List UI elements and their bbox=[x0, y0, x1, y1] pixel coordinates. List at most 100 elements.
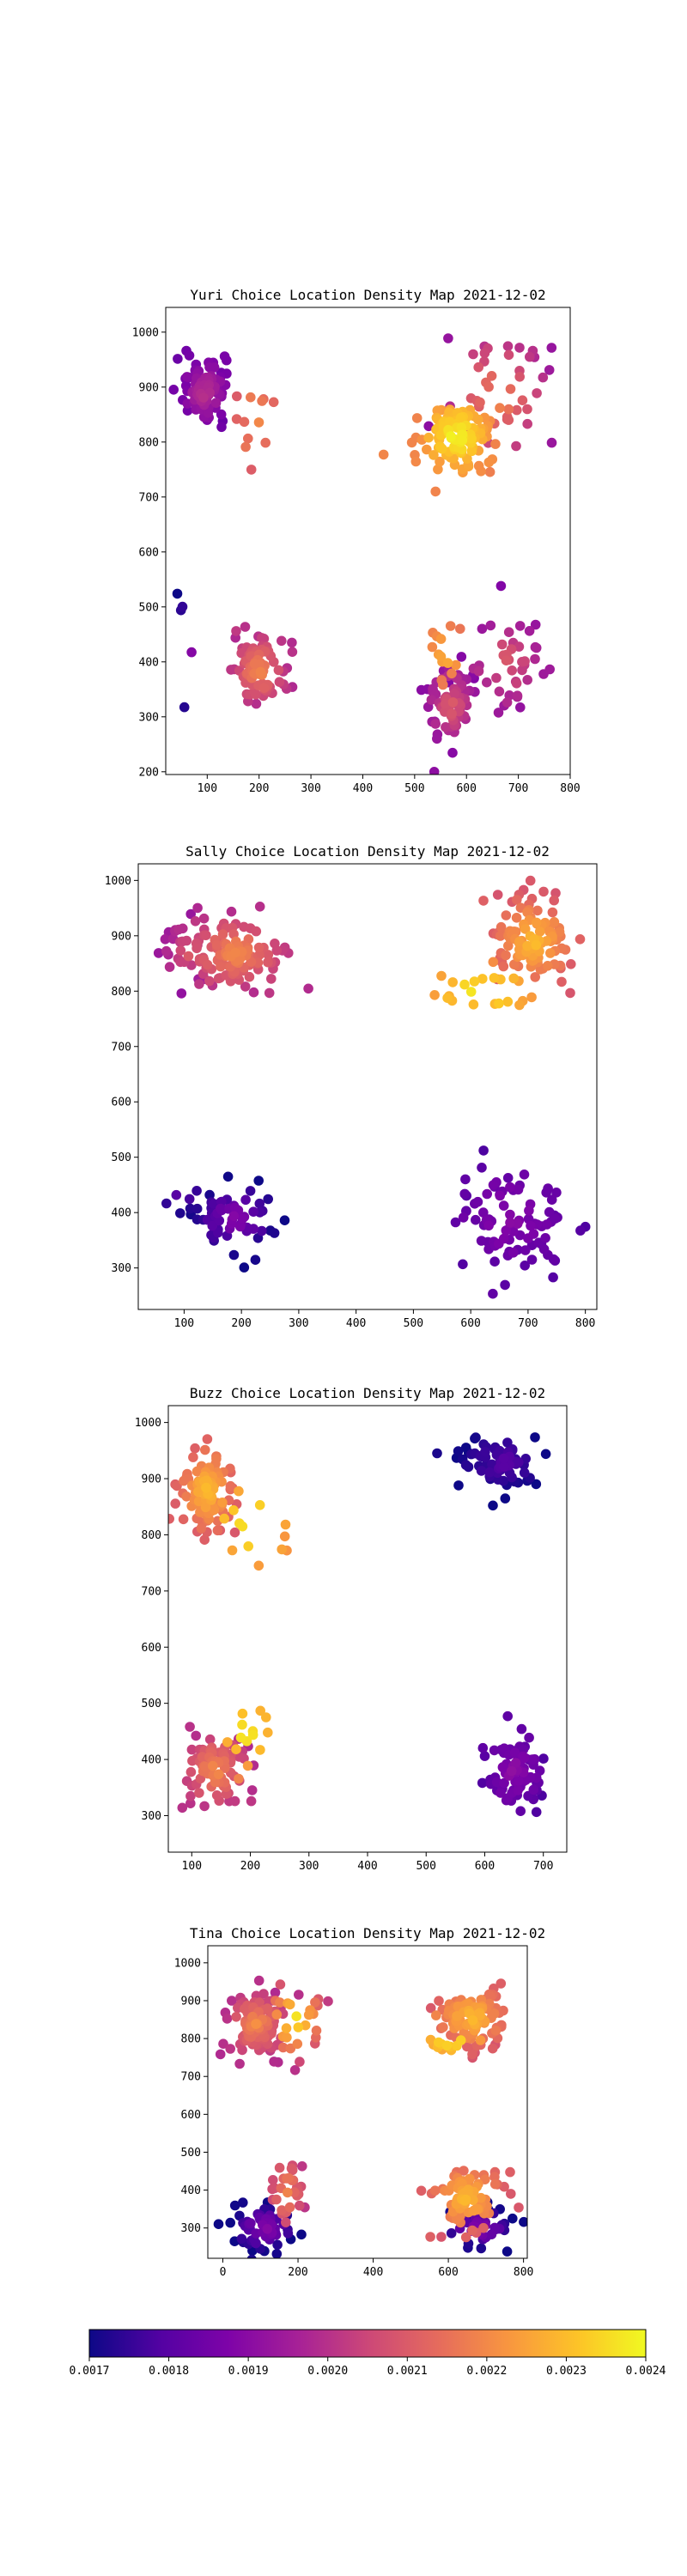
data-point bbox=[213, 1769, 224, 1780]
data-point bbox=[501, 910, 512, 920]
data-point bbox=[548, 1272, 558, 1283]
data-point bbox=[519, 2216, 527, 2227]
data-point bbox=[416, 2185, 427, 2196]
data-point bbox=[289, 2065, 301, 2075]
y-tick-label: 500 bbox=[112, 1151, 131, 1164]
data-point bbox=[213, 2219, 224, 2229]
data-point bbox=[505, 1218, 515, 1228]
data-point bbox=[483, 1220, 494, 1231]
data-point bbox=[538, 372, 549, 383]
x-tick-label: 500 bbox=[404, 782, 424, 795]
data-point bbox=[489, 2008, 500, 2019]
data-point bbox=[246, 2218, 256, 2228]
data-point bbox=[244, 971, 255, 982]
colorbar-tick-label: 0.0020 bbox=[307, 2365, 348, 2378]
data-point bbox=[498, 1200, 509, 1211]
data-point bbox=[447, 708, 457, 719]
data-point bbox=[556, 976, 567, 987]
data-point bbox=[494, 998, 504, 1009]
data-point bbox=[544, 1206, 555, 1218]
data-point bbox=[429, 990, 440, 1000]
data-point bbox=[263, 1194, 274, 1205]
data-point bbox=[476, 2192, 486, 2203]
data-point bbox=[410, 456, 422, 467]
data-point bbox=[234, 1773, 244, 1784]
data-point bbox=[216, 409, 227, 420]
data-point bbox=[186, 1744, 198, 1755]
y-tick-label: 900 bbox=[181, 1995, 201, 2008]
data-point bbox=[190, 916, 201, 927]
data-point bbox=[192, 1203, 203, 1214]
data-point bbox=[245, 1186, 256, 1196]
data-point bbox=[185, 1203, 196, 1214]
colorbar-tick-label: 0.0021 bbox=[387, 2365, 428, 2378]
data-point bbox=[480, 1447, 490, 1457]
data-point bbox=[569, 647, 570, 652]
data-point bbox=[294, 1990, 304, 2000]
x-tick-label: 500 bbox=[404, 1317, 423, 1330]
data-point bbox=[287, 647, 298, 657]
y-tick-label: 400 bbox=[139, 656, 159, 669]
data-point bbox=[216, 961, 226, 972]
data-point bbox=[460, 1460, 471, 1470]
data-point bbox=[185, 1766, 197, 1777]
data-point bbox=[486, 2229, 497, 2239]
data-point bbox=[522, 907, 532, 918]
x-tick-label: 700 bbox=[518, 1317, 538, 1330]
data-point bbox=[538, 1244, 550, 1255]
data-point bbox=[538, 886, 549, 897]
data-point bbox=[422, 444, 432, 455]
axes-frame bbox=[165, 307, 571, 775]
data-point bbox=[229, 1795, 240, 1807]
data-point bbox=[266, 974, 277, 984]
data-point bbox=[222, 1737, 233, 1747]
y-tick-label: 1000 bbox=[105, 875, 131, 888]
data-point bbox=[178, 1514, 189, 1525]
data-point bbox=[505, 2166, 515, 2178]
data-point bbox=[502, 411, 513, 422]
x-tick-label: 200 bbox=[249, 782, 269, 795]
data-point bbox=[532, 905, 543, 916]
data-point bbox=[248, 1206, 258, 1217]
data-point bbox=[277, 2042, 289, 2053]
data-point bbox=[197, 1752, 208, 1762]
data-point bbox=[188, 1452, 198, 1462]
data-point bbox=[541, 936, 552, 946]
data-point bbox=[283, 2172, 295, 2184]
data-point bbox=[550, 1213, 561, 1224]
data-point bbox=[249, 659, 260, 670]
x-tick-label: 800 bbox=[514, 2266, 533, 2279]
data-point bbox=[530, 972, 540, 982]
chart-title: Sally Choice Location Density Map 2021-1… bbox=[185, 843, 550, 860]
data-point bbox=[484, 466, 495, 477]
x-tick-label: 300 bbox=[299, 1860, 319, 1873]
y-tick-label: 400 bbox=[142, 1754, 161, 1767]
data-point bbox=[253, 942, 264, 953]
data-point bbox=[268, 2175, 278, 2185]
data-point bbox=[232, 391, 242, 402]
data-point bbox=[251, 698, 262, 709]
data-point bbox=[469, 976, 480, 987]
data-point bbox=[226, 906, 237, 917]
data-point bbox=[478, 896, 489, 906]
data-point bbox=[215, 2049, 226, 2060]
data-point bbox=[436, 2232, 447, 2242]
data-point bbox=[271, 2249, 283, 2258]
y-tick-label: 1000 bbox=[174, 1957, 201, 1970]
data-point bbox=[297, 2161, 307, 2172]
data-point bbox=[246, 1785, 258, 1795]
y-tick-label: 600 bbox=[181, 2109, 201, 2122]
data-point bbox=[179, 1475, 189, 1486]
data-point bbox=[488, 1288, 498, 1299]
data-point bbox=[509, 927, 520, 937]
data-point bbox=[254, 902, 265, 912]
data-point bbox=[199, 1801, 210, 1812]
data-point bbox=[275, 1979, 286, 1990]
data-point bbox=[262, 2003, 273, 2014]
data-point bbox=[455, 623, 465, 635]
data-point bbox=[514, 936, 525, 947]
data-point bbox=[532, 388, 542, 398]
data-point bbox=[512, 1218, 523, 1229]
data-point bbox=[514, 343, 525, 353]
data-point bbox=[500, 1279, 510, 1291]
